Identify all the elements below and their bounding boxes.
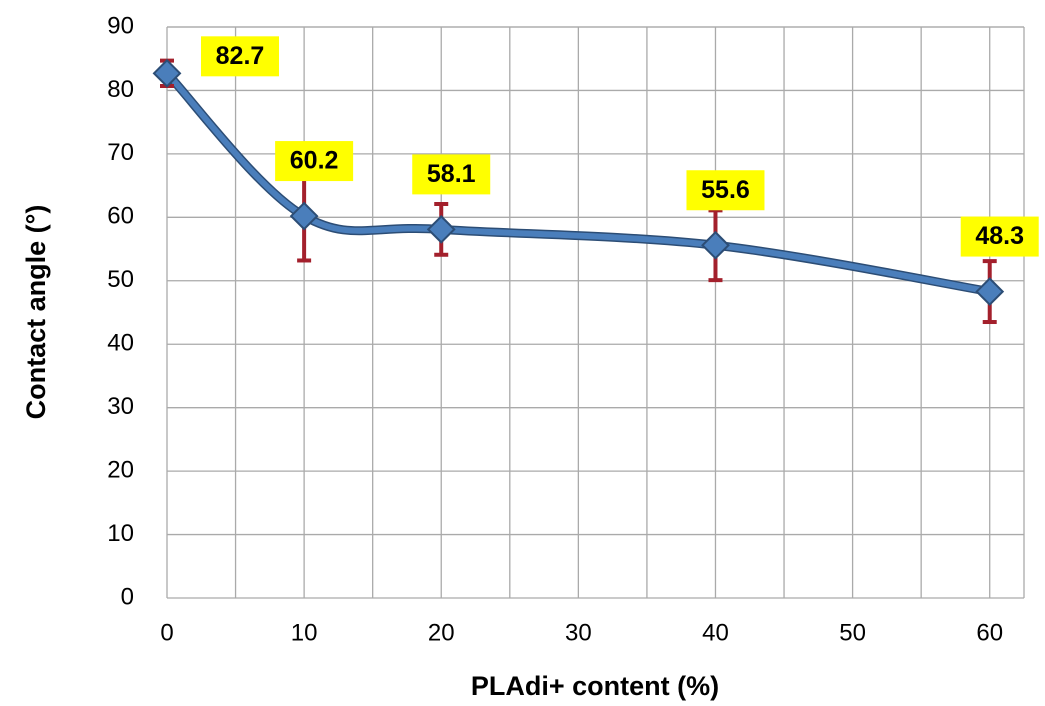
y-tick-label: 10 xyxy=(107,520,134,547)
y-tick-label: 30 xyxy=(107,393,134,420)
data-label: 60.2 xyxy=(290,147,339,175)
x-tick-label: 50 xyxy=(839,619,866,646)
y-tick-label: 90 xyxy=(107,12,134,39)
y-tick-label: 0 xyxy=(121,583,134,610)
y-tick-label: 50 xyxy=(107,266,134,293)
x-axis-title: PLAdi+ content (%) xyxy=(471,671,719,701)
x-tick-label: 60 xyxy=(976,619,1003,646)
marker xyxy=(977,279,1003,305)
data-label: 82.7 xyxy=(216,42,265,70)
y-tick-label: 60 xyxy=(107,203,134,230)
x-tick-label: 30 xyxy=(565,619,592,646)
data-label: 58.1 xyxy=(427,160,476,188)
y-tick-label: 20 xyxy=(107,456,134,483)
data-label: 55.6 xyxy=(701,176,750,204)
y-tick-label: 80 xyxy=(107,76,134,103)
y-tick-label: 70 xyxy=(107,139,134,166)
data-label: 48.3 xyxy=(975,222,1024,250)
marker xyxy=(702,232,728,258)
y-tick-label: 40 xyxy=(107,330,134,357)
y-axis-title: Contact angle (°) xyxy=(21,205,51,420)
x-tick-label: 40 xyxy=(702,619,729,646)
x-tick-label: 20 xyxy=(428,619,455,646)
chart: PLAdi+ content (%) Contact angle (°) 0 10… xyxy=(0,0,1045,706)
marker xyxy=(428,216,454,242)
x-tick-label: 0 xyxy=(160,619,173,646)
x-tick-label: 10 xyxy=(291,619,318,646)
